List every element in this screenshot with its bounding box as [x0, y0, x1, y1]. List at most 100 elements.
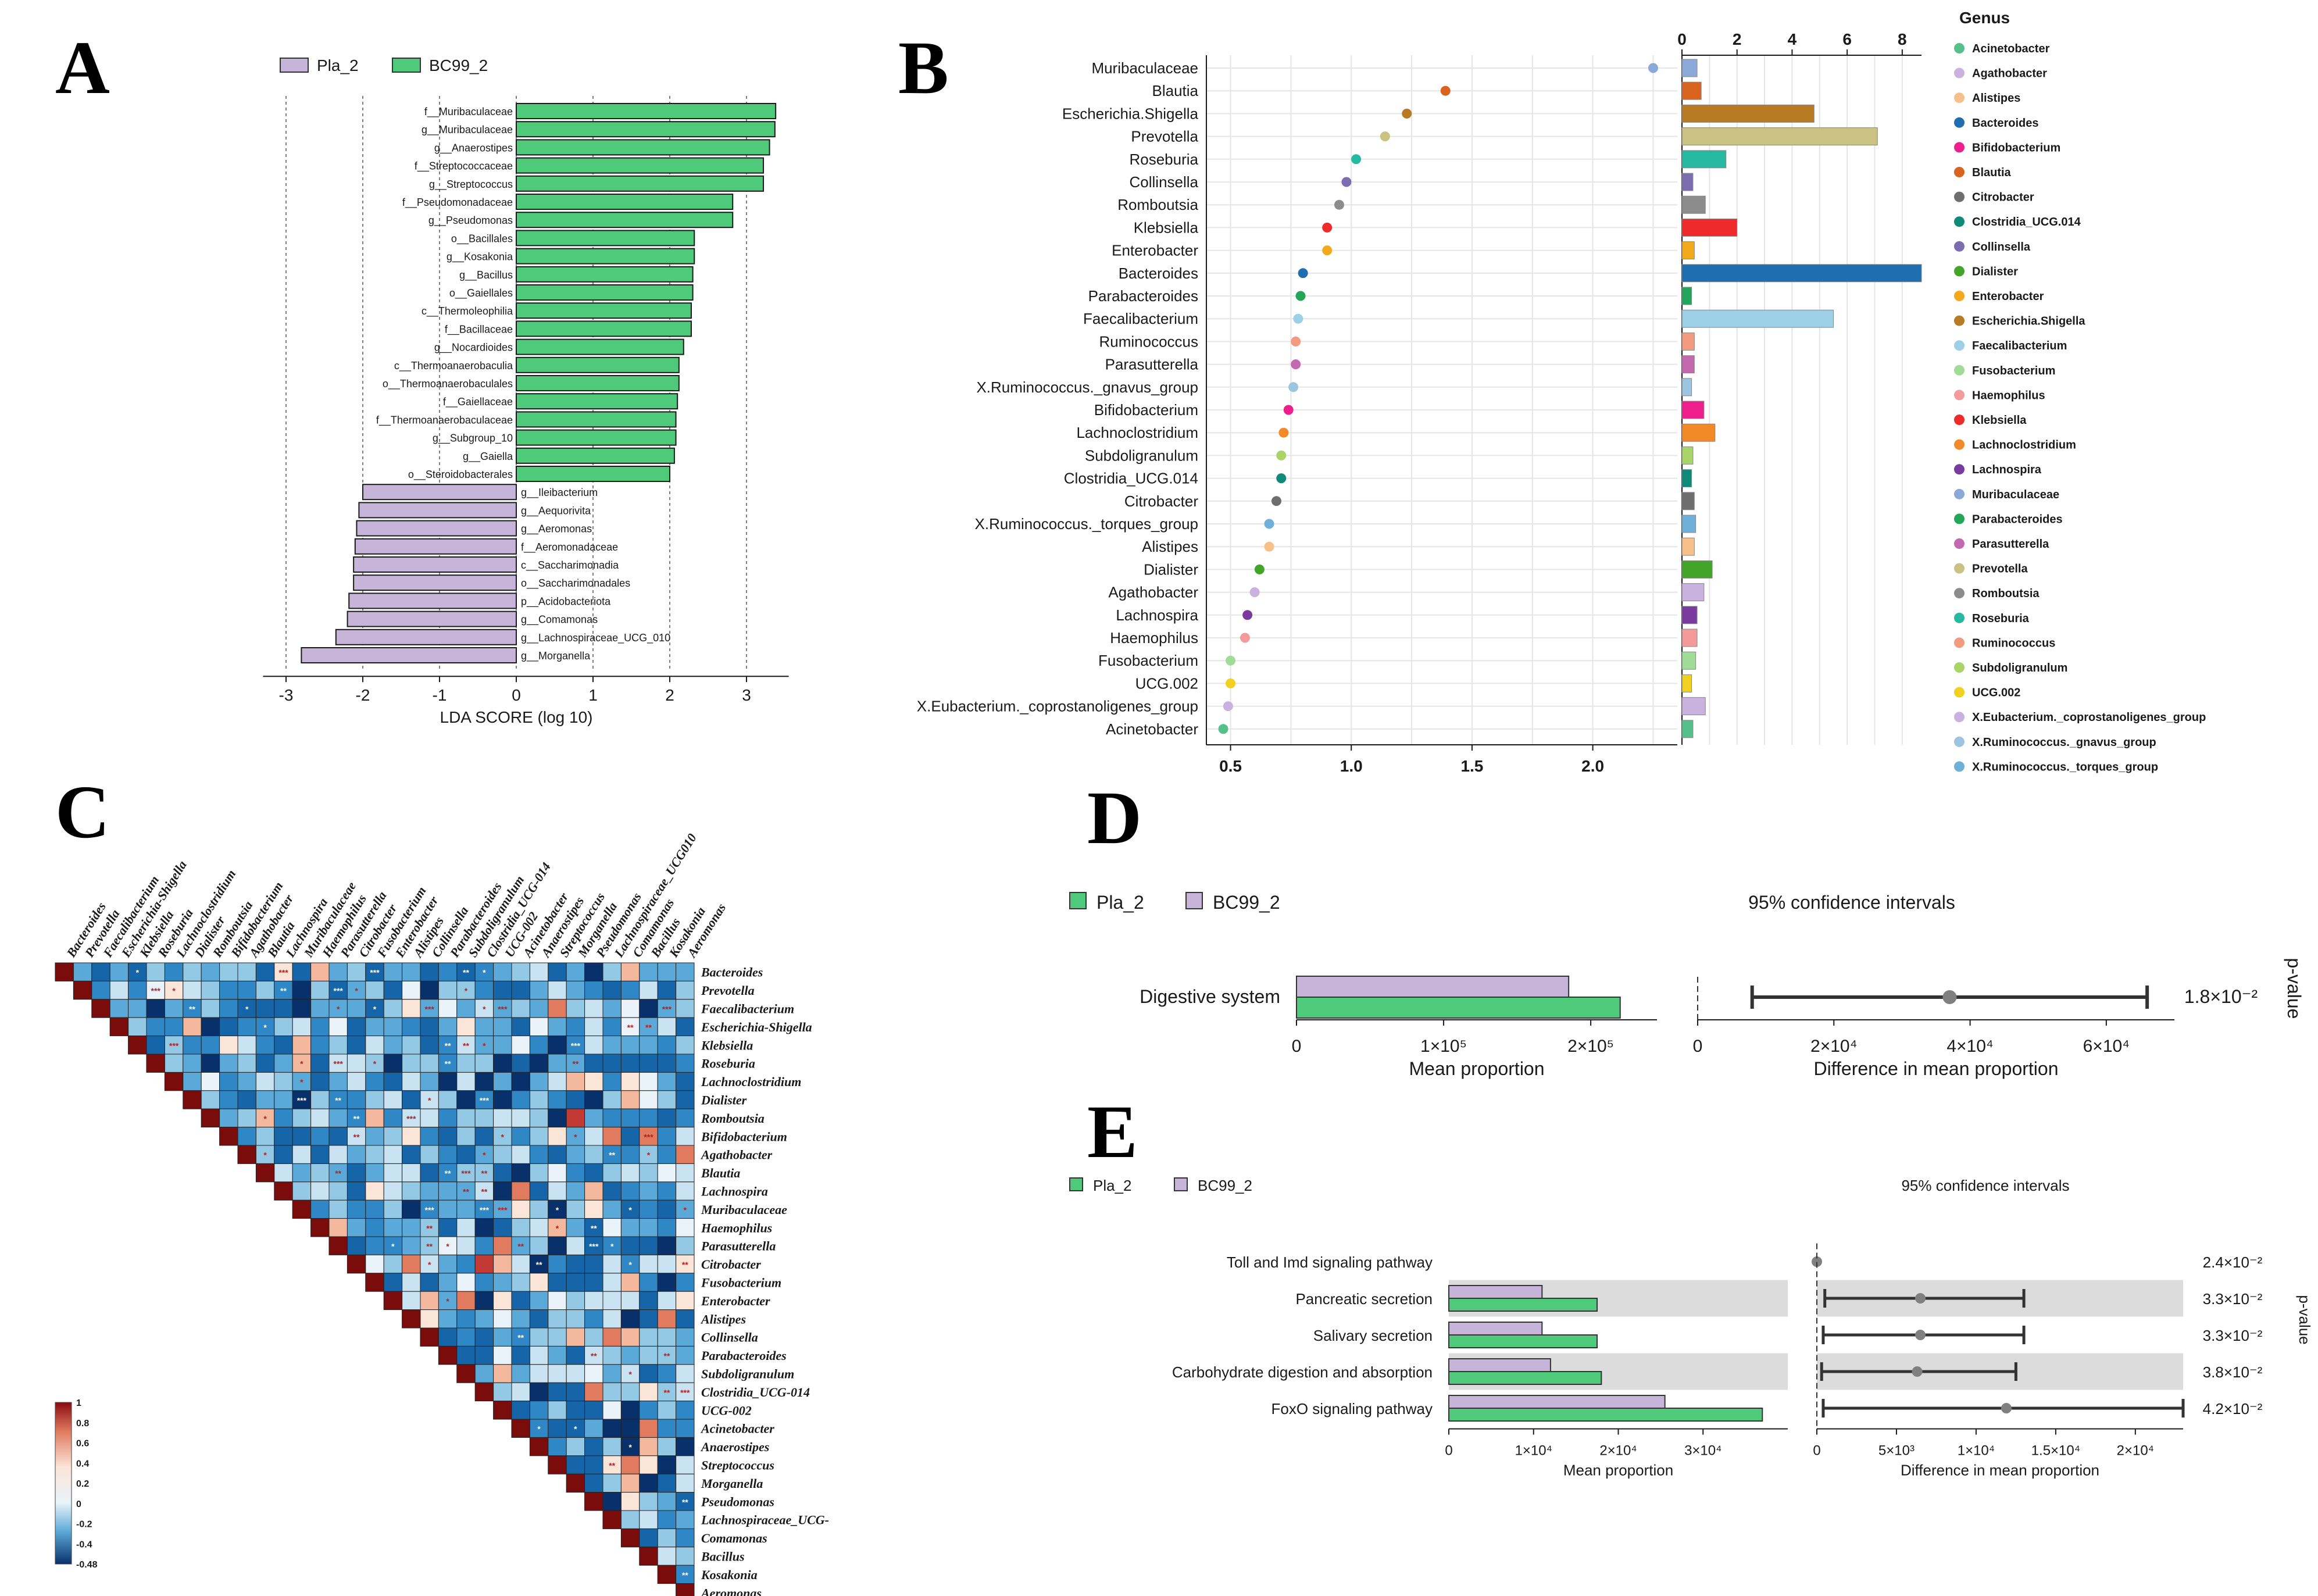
heatmap-cell: [456, 1218, 476, 1237]
heatmap-row-label: Collinsella: [701, 1330, 758, 1345]
lda-bar: [516, 139, 770, 156]
heatmap-cell: [584, 980, 603, 1000]
heatmap-cell: [657, 1036, 677, 1055]
heatmap-cell: [529, 1309, 549, 1329]
heatmap-cell: [676, 1528, 695, 1548]
lda-bar: [516, 356, 680, 373]
bar-pla: [1448, 1371, 1602, 1385]
bar-pla: [1448, 1334, 1598, 1348]
genus-label: Clostridia_UCG.014: [1064, 470, 1198, 487]
tick-label-b: 1.5: [1460, 757, 1483, 775]
heatmap-cell: [420, 1181, 439, 1201]
heatmap-cell: [620, 1181, 640, 1201]
significance-mark: *: [136, 968, 140, 977]
heatmap-cell: [602, 1455, 622, 1474]
significance-mark: ***: [425, 1005, 435, 1014]
genus-label: Lachnoclostridium: [1076, 424, 1198, 441]
significance-mark: *: [337, 1005, 340, 1014]
legend-dot-b: [1954, 241, 1965, 252]
heatmap-cell: [493, 1181, 512, 1201]
heatmap-cell: [493, 1145, 512, 1164]
heatmap-cell: [383, 1273, 403, 1292]
heatmap-cell: [602, 1382, 622, 1402]
heatmap-cell: [676, 999, 695, 1018]
heatmap-cell: [657, 1017, 677, 1037]
heatmap-cell: [347, 1199, 366, 1219]
significance-mark: *: [263, 1023, 267, 1032]
significance-mark: ***: [498, 1005, 508, 1014]
heatmap-cell: [639, 999, 658, 1018]
lda-bar: [516, 411, 677, 428]
heatmap-cell: [474, 1291, 494, 1311]
lda-bar: [356, 520, 517, 537]
heatmap-diagonal-cell: [657, 1565, 677, 1584]
genus-bar: [1681, 173, 1694, 191]
heatmap-cell: [529, 980, 549, 1000]
heatmap-cell: [511, 1145, 530, 1164]
heatmap-cell: [310, 1054, 330, 1073]
heatmap-row-label: Faecalibacterium: [701, 1002, 794, 1016]
genus-label: Subdoligranulum: [1085, 447, 1198, 464]
heatmap-cell: [365, 1072, 384, 1091]
heatmap-cell: [584, 1419, 603, 1438]
legend-dot-b: [1954, 291, 1965, 301]
significance-mark: *: [446, 1297, 449, 1306]
heatmap-cell: [548, 1054, 567, 1073]
heatmap-cell: [438, 1072, 458, 1091]
heatmap-cell: [73, 962, 92, 981]
heatmap-cell: [620, 1473, 640, 1493]
lda-bar-label: f__Bacillaceae: [445, 323, 513, 335]
heatmap-cell: [676, 1565, 695, 1584]
genus-bar: [1681, 515, 1696, 533]
genus-label: Fusobacterium: [1098, 652, 1198, 669]
heatmap-cell: [383, 980, 403, 1000]
heatmap-cell: [566, 980, 585, 1000]
genus-dot: [1226, 678, 1236, 688]
genus-dot: [1278, 427, 1289, 438]
heatmap-cell: [602, 1181, 622, 1201]
tick-label-left: 3×10⁴: [1684, 1443, 1721, 1459]
heatmap-cell: [657, 1218, 677, 1237]
significance-mark: *: [684, 1205, 687, 1215]
heatmap-cell: [584, 1382, 603, 1402]
heatmap-cell: [420, 1199, 439, 1219]
heatmap-cell: [566, 1345, 585, 1365]
heatmap-cell: [328, 962, 348, 981]
legend-dot-b: [1954, 538, 1965, 549]
genus-bar: [1681, 446, 1694, 465]
heatmap-row-label: Prevotella: [701, 983, 755, 998]
heatmap-cell: [237, 1090, 256, 1109]
bar-pla: [1296, 997, 1621, 1019]
heatmap-cell: [438, 1327, 458, 1347]
heatmap-cell: [602, 1090, 622, 1109]
heatmap-cell: [328, 1181, 348, 1201]
heatmap-cell: [474, 1145, 494, 1164]
pathway-label: FoxO signaling pathway: [1271, 1400, 1433, 1418]
lda-bar-label: g__Morganella: [521, 650, 591, 662]
genus-bar: [1681, 287, 1692, 305]
tick-label-left: 0: [1292, 1037, 1302, 1056]
heatmap-diagonal-cell: [91, 999, 110, 1018]
genus-label: Prevotella: [1131, 128, 1198, 145]
heatmap-cell: [639, 962, 658, 981]
legend-label-b: Lachnospira: [1972, 463, 2042, 476]
heatmap-cell: [274, 1163, 293, 1183]
genus-label: Escherichia.Shigella: [1062, 105, 1199, 122]
significance-mark: *: [263, 1151, 267, 1160]
heatmap-cell: [639, 1254, 658, 1274]
heatmap-row-label: Muribaculaceae: [701, 1202, 787, 1217]
heatmap-diagonal-cell: [529, 1437, 549, 1456]
heatmap-cell: [548, 1291, 567, 1311]
legend-label-b: Romboutsia: [1972, 587, 2040, 600]
legend-label-bc99: BC99_2: [429, 56, 488, 74]
colorbar-tick-label: 0.2: [76, 1479, 89, 1489]
heatmap-diagonal-cell: [128, 1036, 147, 1055]
heatmap-cell: [438, 1036, 458, 1055]
heatmap-cell: [511, 1327, 530, 1347]
significance-mark: **: [445, 1059, 451, 1069]
heatmap-diagonal-cell: [328, 1236, 348, 1255]
genus-bar: [1681, 104, 1815, 123]
heatmap-cell: [347, 1108, 366, 1128]
heatmap-cell: [620, 1273, 640, 1292]
legend-label-pla: Pla_2: [1093, 1177, 1132, 1194]
